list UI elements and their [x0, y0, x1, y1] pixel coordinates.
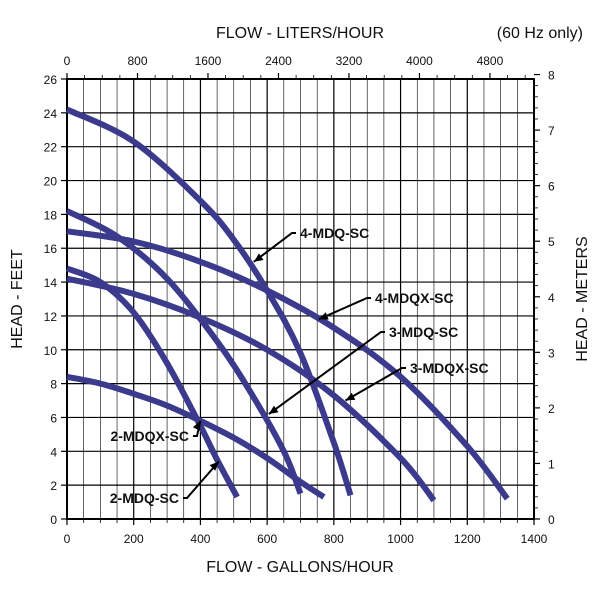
right-axis-title: HEAD - METERS	[574, 236, 591, 361]
x-tick-label: 1200	[454, 532, 481, 546]
y2-tick-label: 5	[548, 235, 555, 249]
y2-tick-label: 4	[548, 291, 555, 305]
y-tick-label: 2	[50, 479, 57, 493]
annotation-leader-4-mdqx-sc	[318, 297, 371, 321]
y-tick-label: 0	[50, 513, 57, 527]
x2-tick-label: 1600	[195, 54, 222, 68]
x-tick-label: 0	[64, 532, 71, 546]
y2-tick-label: 1	[548, 457, 555, 471]
annotation-label-2-mdq-sc: 2-MDQ-SC	[110, 490, 179, 506]
x2-tick-label: 4000	[406, 54, 433, 68]
annotations-group: 4-MDQ-SC 4-MDQX-SC 3-MDQ-SC 3-MDQX-SC 2-MDQX…	[110, 225, 489, 506]
bottom-axis-title: FLOW - GALLONS/HOUR	[206, 559, 394, 576]
y-tick-label: 26	[44, 73, 58, 87]
y2-tick-label: 8	[548, 69, 555, 83]
annotation-arrowhead-3-mdqx-sc	[345, 392, 356, 401]
x2-tick-label: 4800	[477, 54, 504, 68]
annotation-leader-4-mdq-sc	[253, 232, 296, 263]
annotation-label-3-mdq-sc: 3-MDQ-SC	[389, 324, 458, 340]
y-tick-label: 24	[44, 107, 58, 121]
annotation-label-4-mdqx-sc: 4-MDQX-SC	[375, 290, 454, 306]
top-axis-title: FLOW - LITERS/HOUR	[216, 25, 384, 42]
left-axis-title: HEAD - FEET	[9, 249, 26, 349]
x2-tick-label: 0	[64, 54, 71, 68]
y-tick-label: 18	[44, 208, 58, 222]
annotation-arrowhead-4-mdq-sc	[253, 253, 264, 262]
series-group	[65, 106, 510, 503]
x2-tick-label: 800	[127, 54, 147, 68]
x2-tick-label: 2400	[265, 54, 292, 68]
x-tick-label: 600	[257, 532, 277, 546]
series-line-3-mdq-sc	[65, 208, 304, 495]
annotation-leader-2-mdq-sc	[183, 460, 220, 499]
annotation-arrowhead-2-mdqx-sc	[192, 420, 201, 431]
series-line-4-mdqx-sc	[66, 228, 510, 501]
x-tick-label: 400	[190, 532, 210, 546]
x-tick-label: 200	[124, 532, 144, 546]
y2-tick-label: 0	[548, 513, 555, 527]
frequency-note: (60 Hz only)	[497, 25, 583, 42]
annotation-arrowhead-2-mdq-sc	[209, 461, 219, 471]
x-tick-label: 1000	[387, 532, 414, 546]
annotation-label-3-mdqx-sc: 3-MDQX-SC	[410, 360, 489, 376]
x2-tick-label: 3200	[336, 54, 363, 68]
x-tick-label: 1400	[521, 532, 548, 546]
annotation-leader-3-mdqx-sc	[345, 367, 406, 402]
y-tick-label: 6	[50, 411, 57, 425]
annotation-arrowhead-3-mdq-sc	[268, 405, 279, 415]
y-tick-label: 12	[44, 310, 58, 324]
y-tick-label: 4	[50, 445, 57, 459]
y2-tick-label: 3	[548, 346, 555, 360]
series-line-2-mdq-sc	[65, 265, 240, 499]
annotation-leader-3-mdq-sc	[268, 331, 385, 415]
series-line-3-mdqx-sc	[66, 275, 437, 503]
x-tick-label: 800	[324, 532, 344, 546]
y-tick-label: 8	[50, 378, 57, 392]
grid	[67, 79, 534, 519]
annotation-label-4-mdq-sc: 4-MDQ-SC	[300, 225, 369, 241]
y-tick-label: 22	[44, 141, 58, 155]
series-line-4-mdq-sc	[65, 106, 354, 497]
y-tick-label: 16	[44, 242, 58, 256]
y2-tick-label: 6	[548, 180, 555, 194]
y-tick-label: 14	[44, 276, 58, 290]
y2-tick-label: 7	[548, 124, 555, 138]
y2-tick-label: 2	[548, 402, 555, 416]
y-tick-label: 10	[44, 344, 58, 358]
annotation-label-2-mdqx-sc: 2-MDQX-SC	[110, 428, 189, 444]
y-tick-label: 20	[44, 175, 58, 189]
annotation-arrowhead-4-mdqx-sc	[318, 312, 329, 320]
